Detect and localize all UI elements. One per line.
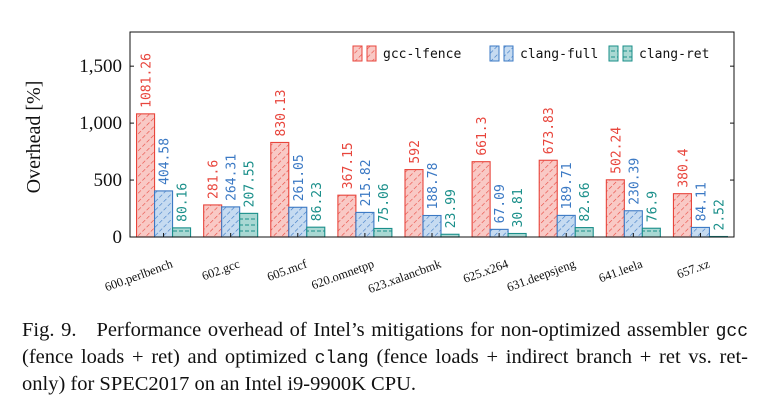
data-label: 188.78 <box>426 163 441 210</box>
bar <box>154 190 174 238</box>
data-label: 2.52 <box>712 199 727 230</box>
legend-swatch <box>503 45 514 62</box>
legend-swatch <box>489 45 500 62</box>
bar <box>288 206 308 238</box>
x-tick-label: 641.leela <box>597 257 645 286</box>
bar <box>203 204 223 238</box>
bar <box>221 206 241 238</box>
data-label: 380.4 <box>676 148 691 187</box>
bar <box>538 159 558 238</box>
data-label: 230.39 <box>627 158 642 205</box>
data-label: 502.24 <box>609 127 624 174</box>
bar <box>404 169 424 238</box>
x-tick-label: 602.gcc <box>200 257 242 284</box>
data-label: 367.15 <box>341 142 356 189</box>
x-tick-label: 620.omnetpp <box>309 257 375 293</box>
data-label: 82.66 <box>578 182 593 221</box>
data-label: 67.09 <box>493 184 508 223</box>
data-label: 23.99 <box>444 189 459 228</box>
data-label: 80.16 <box>176 183 191 222</box>
caption-text-3: (fence loads + indirect branch + ret vs.… <box>22 346 748 395</box>
data-label: 76.9 <box>645 191 660 222</box>
bar <box>270 141 290 238</box>
bar <box>136 113 156 238</box>
data-label: 281.6 <box>207 160 222 199</box>
y-axis-label: Overhead [%] <box>23 81 45 194</box>
bar <box>507 232 527 238</box>
caption-code-clang: clang <box>314 349 369 369</box>
legend-label: gcc-lfence <box>383 47 461 62</box>
data-label: 30.81 <box>511 188 526 227</box>
legend-swatch <box>608 45 619 62</box>
x-tick-label: 631.deepsjeng <box>505 256 578 294</box>
data-label: 830.13 <box>274 89 289 136</box>
y-tick-label: 1,500 <box>79 56 122 77</box>
data-label: 84.11 <box>694 182 709 221</box>
bar <box>337 194 357 238</box>
bar <box>574 227 594 238</box>
legend-label: clang-ret <box>639 47 709 62</box>
bar <box>605 179 625 238</box>
legend-swatch <box>366 45 377 62</box>
x-tick-label: 625.x264 <box>461 256 511 285</box>
x-tick-label: 623.xalancbmk <box>366 256 444 296</box>
legend-swatch <box>622 45 633 62</box>
bar <box>641 227 661 238</box>
data-label: 215.82 <box>359 159 374 206</box>
y-tick-label: 500 <box>94 170 123 191</box>
caption-text-1: Performance overhead of Intel’s mitigati… <box>96 319 716 341</box>
x-tick-label: 605.mcf <box>265 256 309 284</box>
bar <box>239 212 259 238</box>
bar <box>172 227 192 238</box>
data-label: 592 <box>408 140 423 163</box>
caption-text-2: (fence loads + ret) and optimized <box>22 346 315 368</box>
data-label: 189.71 <box>560 162 575 209</box>
caption-prefix: Fig. 9. <box>22 319 77 341</box>
legend-label: clang-full <box>520 47 598 62</box>
data-label: 207.55 <box>243 160 258 207</box>
legend: gcc-lfence clang-full clang-ret <box>352 45 709 62</box>
bar <box>471 161 491 238</box>
data-label: 264.31 <box>225 154 240 201</box>
data-label: 261.05 <box>292 154 307 201</box>
bar <box>306 226 326 238</box>
caption-code-gcc: gcc <box>715 322 749 342</box>
bars <box>136 113 728 238</box>
bar <box>373 227 393 238</box>
y-tick-label: 0 <box>113 227 123 248</box>
data-label: 75.06 <box>377 183 392 222</box>
data-label: 661.3 <box>475 117 490 156</box>
x-tick-label: 657.xz <box>675 257 712 282</box>
data-label: 404.58 <box>158 138 173 185</box>
y-tick-label: 1,000 <box>79 113 122 134</box>
data-label: 86.23 <box>310 182 325 221</box>
data-label: 673.83 <box>542 107 557 154</box>
legend-swatch <box>352 45 363 62</box>
figure-caption: Fig. 9. Performance overhead of Intel’s … <box>22 318 748 397</box>
bar <box>672 193 692 238</box>
x-tick-label: 600.perlbench <box>103 256 175 294</box>
data-label: 1081.26 <box>140 53 155 108</box>
